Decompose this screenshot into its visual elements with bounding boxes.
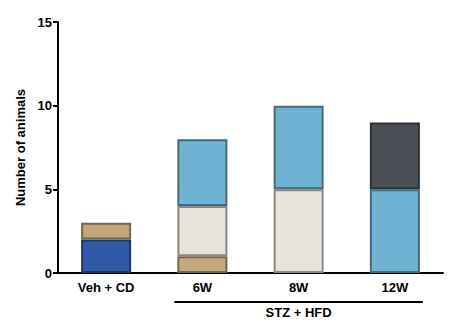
- svg-text:15: 15: [38, 15, 52, 30]
- svg-text:10: 10: [38, 98, 52, 113]
- svg-text:5: 5: [45, 182, 52, 197]
- svg-text:0: 0: [45, 266, 52, 281]
- svg-text:STZ + HFD: STZ + HFD: [266, 305, 332, 320]
- svg-text:Number of animals: Number of animals: [13, 89, 28, 206]
- svg-text:6W: 6W: [193, 280, 213, 295]
- svg-text:Veh + CD: Veh + CD: [78, 280, 135, 295]
- svg-text:12W: 12W: [382, 280, 409, 295]
- svg-text:8W: 8W: [289, 280, 309, 295]
